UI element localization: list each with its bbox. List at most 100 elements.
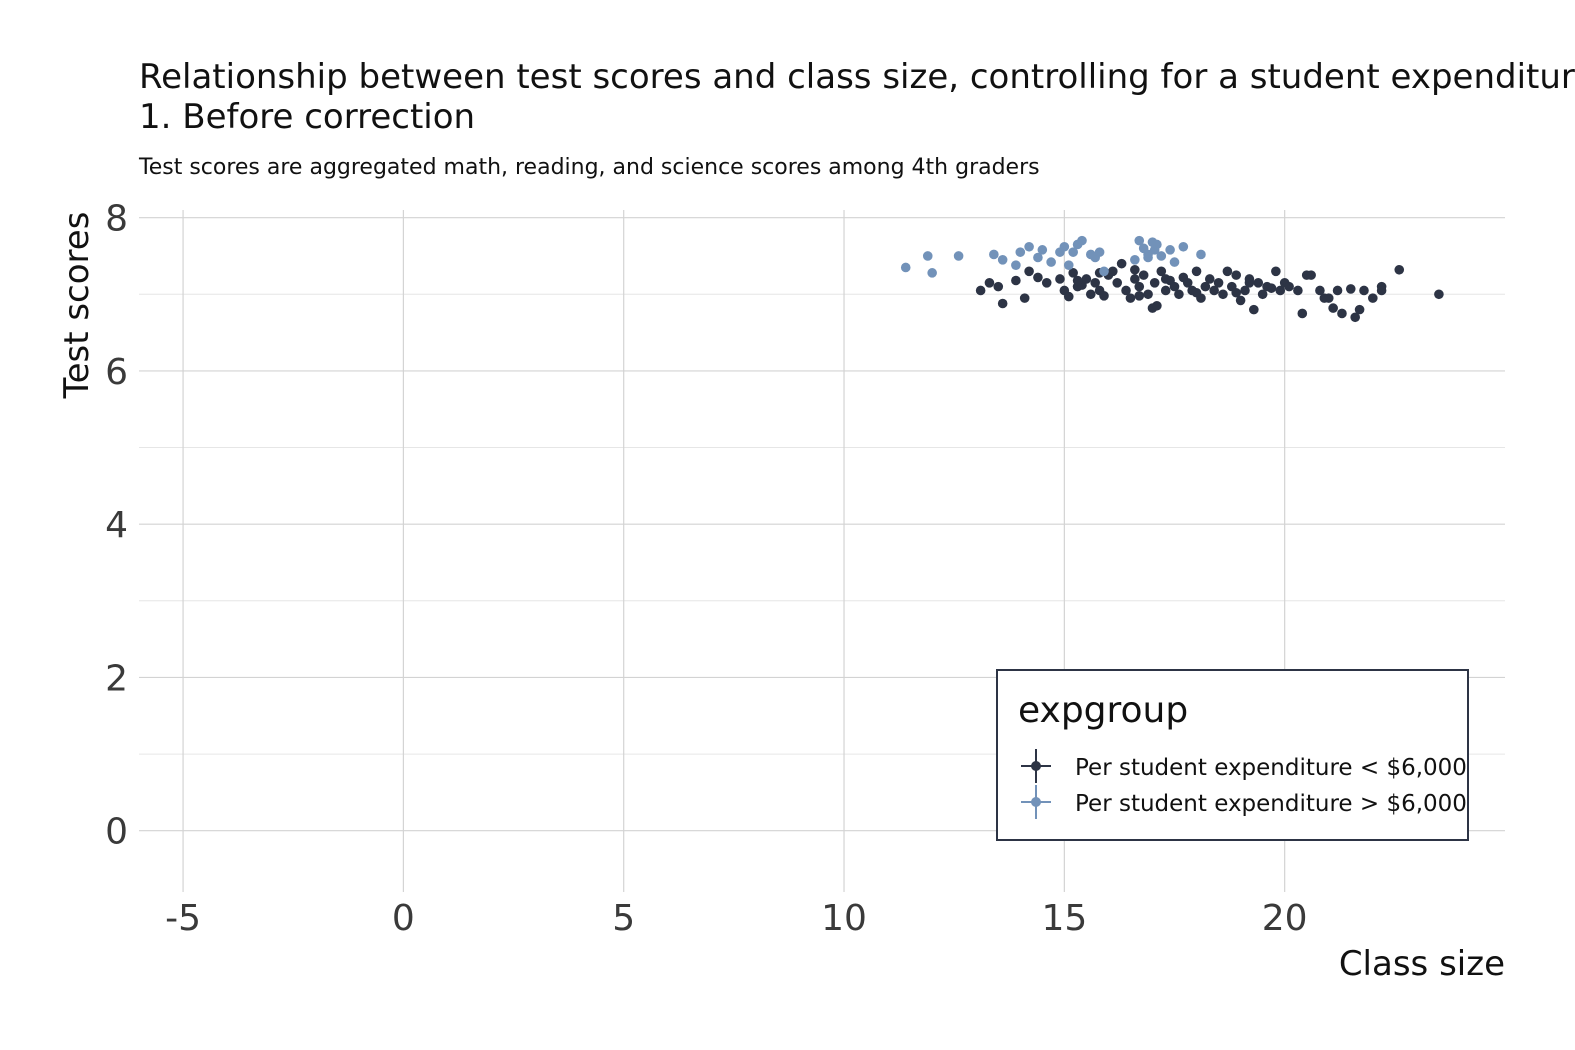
point-low-expenditure [1297,308,1308,319]
x-tick-label: 15 [1041,898,1087,939]
point-high-expenditure [1033,252,1043,263]
point-high-expenditure [1077,235,1087,246]
point-low-expenditure [1191,266,1202,277]
point-low-expenditure [1160,285,1171,296]
point-high-expenditure [1134,235,1145,246]
point-high-expenditure [1015,247,1026,257]
point-high-expenditure [1068,247,1078,257]
point-high-expenditure [1156,251,1167,261]
y-tick-label: 2 [105,658,128,699]
point-high-expenditure [1011,260,1021,270]
point-high-expenditure [1059,241,1070,252]
x-tick-label: 5 [612,898,635,939]
point-low-expenditure [1041,277,1052,288]
point-low-expenditure [1169,281,1180,292]
point-high-expenditure [1099,266,1109,277]
point-low-expenditure [1063,291,1074,302]
point-low-expenditure [1033,272,1043,283]
point-low-expenditure [1134,291,1145,301]
point-low-expenditure [1191,287,1202,298]
point-low-expenditure [1112,277,1123,288]
point-high-expenditure [922,251,933,261]
point-high-expenditure [1063,260,1074,270]
point-low-expenditure [1121,285,1131,296]
point-low-expenditure [1306,270,1316,280]
point-low-expenditure [1235,295,1246,306]
point-low-expenditure [1182,277,1193,288]
point-high-expenditure [997,255,1008,265]
point-low-expenditure [1024,266,1034,277]
point-low-expenditure [1354,304,1365,315]
legend-label-high: Per student expenditure > $6,000 [1075,791,1467,817]
point-low-expenditure [1345,284,1356,294]
y-axis-ticks: 0 2 4 6 8 [105,199,128,853]
y-tick-label: 4 [105,505,128,546]
chart-title-line-1: Relationship between test scores and cla… [139,57,1575,97]
point-low-expenditure [1116,258,1127,269]
point-low-expenditure [1130,264,1140,275]
point-low-expenditure [1231,270,1242,280]
point-high-expenditure [1196,249,1206,260]
point-high-expenditure [1130,255,1140,265]
point-high-expenditure [989,249,999,260]
point-low-expenditure [1240,285,1250,296]
point-low-expenditure [1149,277,1160,288]
point-low-expenditure [1222,266,1233,277]
y-tick-label: 8 [105,199,128,240]
point-low-expenditure [1315,285,1325,296]
legend-box [996,669,1469,841]
point-low-expenditure [1011,275,1021,286]
point-high-expenditure [1178,241,1189,252]
point-high-expenditure [1165,245,1175,255]
point-low-expenditure [1138,270,1149,280]
point-low-expenditure [1332,285,1343,296]
x-tick-label: -5 [165,898,201,939]
point-low-expenditure [1081,274,1092,284]
point-low-expenditure [993,281,1004,292]
point-low-expenditure [1200,281,1211,292]
legend-key-low [1021,749,1051,783]
legend-key-high [1021,785,1051,819]
point-low-expenditure [1174,289,1184,300]
point-low-expenditure [1337,308,1347,319]
data-points [900,235,1444,323]
point-low-expenditure [1394,264,1405,275]
point-low-expenditure [1085,289,1096,300]
point-high-expenditure [1094,247,1105,257]
point-high-expenditure [1046,257,1056,267]
chart-title-line-2: 1. Before correction [139,97,475,137]
point-low-expenditure [1266,283,1277,293]
point-low-expenditure [1368,293,1378,303]
point-high-expenditure [1037,245,1048,255]
point-low-expenditure [1108,266,1118,277]
chart-subtitle: Test scores are aggregated math, reading… [138,155,1040,180]
y-axis-title: Test scores [57,212,97,400]
point-low-expenditure [1068,268,1078,278]
point-low-expenditure [1099,291,1109,301]
point-low-expenditure [1213,277,1224,288]
point-low-expenditure [1284,281,1294,292]
point-low-expenditure [1323,293,1334,303]
point-low-expenditure [1275,285,1286,296]
point-low-expenditure [1152,300,1162,311]
point-low-expenditure [1244,277,1255,288]
point-low-expenditure [1350,312,1360,323]
point-high-expenditure [1143,252,1153,263]
x-tick-label: 10 [821,898,867,939]
point-low-expenditure [1328,303,1338,313]
point-low-expenditure [1359,285,1369,296]
point-low-expenditure [1249,304,1259,315]
point-low-expenditure [1218,289,1228,300]
point-low-expenditure [1271,266,1281,277]
point-low-expenditure [984,277,995,288]
point-low-expenditure [1253,277,1264,288]
point-high-expenditure [927,268,937,278]
x-axis-title: Class size [1339,944,1505,984]
point-low-expenditure [1231,287,1242,298]
point-low-expenditure [1376,285,1387,296]
point-low-expenditure [1209,285,1219,296]
point-low-expenditure [1156,266,1167,277]
y-tick-label: 6 [105,352,128,393]
legend: expgroup Per student expenditure < $6,00… [996,669,1469,841]
